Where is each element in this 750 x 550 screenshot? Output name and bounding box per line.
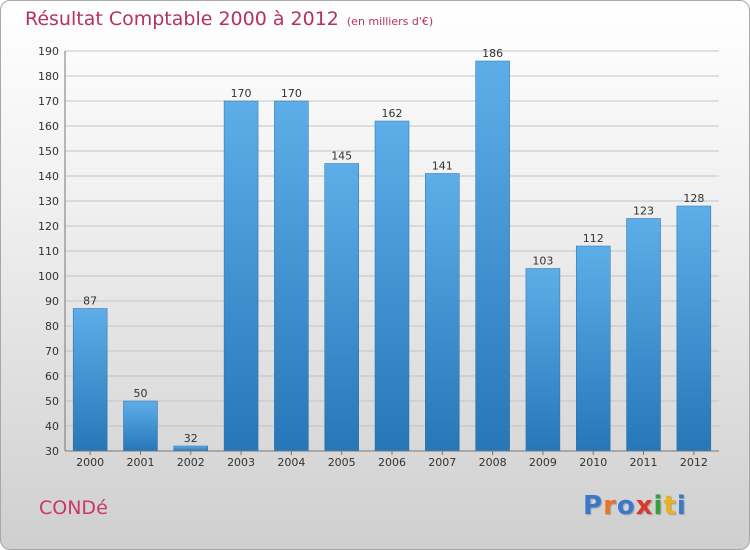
bar-2006[interactable] bbox=[374, 120, 410, 452]
data-label-2009: 103 bbox=[532, 255, 553, 268]
x-tick-label-2012: 2012 bbox=[680, 456, 708, 469]
y-tick-label: 130 bbox=[38, 195, 59, 208]
chart-subtitle: (en milliers d'€) bbox=[346, 15, 434, 28]
x-tick-label-2002: 2002 bbox=[177, 456, 205, 469]
bar-2010[interactable] bbox=[575, 245, 611, 452]
x-tick-label-2008: 2008 bbox=[479, 456, 507, 469]
bars: 87 50 32 170 170 145 162 141 186 103 112 123 128 bbox=[72, 47, 712, 452]
bar-2008[interactable] bbox=[475, 60, 510, 452]
bar-2001[interactable] bbox=[123, 400, 158, 452]
x-tick-label-2011: 2011 bbox=[630, 456, 658, 469]
y-tick-label: 80 bbox=[45, 320, 59, 333]
x-tick-label-2009: 2009 bbox=[529, 456, 557, 469]
x-tick-label-2004: 2004 bbox=[277, 456, 305, 469]
y-tick-label: 90 bbox=[45, 295, 59, 308]
x-tick-label-2010: 2010 bbox=[579, 456, 607, 469]
logo-letter: o bbox=[616, 491, 636, 521]
y-tick-label: 30 bbox=[45, 445, 59, 458]
data-label-2002: 32 bbox=[184, 432, 198, 445]
data-label-2011: 123 bbox=[633, 205, 654, 218]
y-tick-label: 180 bbox=[38, 70, 59, 83]
logo-letter: i bbox=[676, 491, 687, 521]
y-tick-label: 70 bbox=[45, 345, 59, 358]
bar-2007[interactable] bbox=[425, 173, 460, 452]
bar-2005[interactable] bbox=[324, 163, 359, 452]
bar-2002[interactable] bbox=[173, 445, 209, 452]
logo-letter: r bbox=[603, 491, 617, 521]
x-tick-label-2003: 2003 bbox=[227, 456, 255, 469]
y-tick-label: 150 bbox=[38, 145, 59, 158]
data-label-2005: 145 bbox=[331, 150, 352, 163]
logo-letter: i bbox=[653, 491, 664, 521]
y-tick-label: 50 bbox=[45, 395, 59, 408]
y-tick-label: 170 bbox=[38, 95, 59, 108]
y-tick-label: 60 bbox=[45, 370, 59, 383]
y-tick-label: 160 bbox=[38, 120, 59, 133]
y-tick-label: 140 bbox=[38, 170, 59, 183]
bar-2009[interactable] bbox=[525, 268, 561, 452]
y-axis: 30 40 50 60 70 80 90 100 110 120 130 140 150 160 170 18… bbox=[38, 45, 66, 458]
x-axis: 2000 2001 2002 2003 2004 2005 2006 2007 2008 2009… bbox=[65, 450, 719, 469]
y-tick-label: 100 bbox=[38, 270, 59, 283]
y-tick-label: 110 bbox=[38, 245, 59, 258]
y-tick-label: 40 bbox=[45, 420, 59, 433]
bar-2012[interactable] bbox=[676, 205, 712, 452]
data-label-2004: 170 bbox=[281, 87, 302, 100]
x-tick-label-2007: 2007 bbox=[428, 456, 456, 469]
data-label-2006: 162 bbox=[382, 107, 403, 120]
data-label-2008: 186 bbox=[482, 47, 503, 60]
data-label-2007: 141 bbox=[432, 160, 453, 173]
x-tick-label-2006: 2006 bbox=[378, 456, 406, 469]
chart-title: Résultat Comptable 2000 à 2012 (en millie… bbox=[25, 8, 433, 30]
data-label-2000: 87 bbox=[83, 295, 97, 308]
x-tick-label-2000: 2000 bbox=[76, 456, 104, 469]
logo-letter: P bbox=[583, 491, 604, 521]
bar-2000[interactable] bbox=[72, 308, 108, 452]
bar-2004[interactable] bbox=[274, 100, 309, 452]
data-label-2003: 170 bbox=[231, 87, 252, 100]
data-label-2001: 50 bbox=[133, 387, 147, 400]
title-text: Résultat Comptable 2000 à 2012 bbox=[25, 8, 339, 30]
logo-letter: t bbox=[663, 491, 677, 521]
x-tick-label-2005: 2005 bbox=[328, 456, 356, 469]
y-tick-label: 120 bbox=[38, 220, 59, 233]
bar-2003[interactable] bbox=[223, 100, 259, 452]
logo-letter: x bbox=[635, 491, 654, 521]
data-label-2010: 112 bbox=[583, 232, 604, 245]
y-tick-label: 190 bbox=[38, 45, 59, 58]
data-label-2012: 128 bbox=[683, 192, 704, 205]
commune-name: CONDé bbox=[39, 497, 108, 519]
x-tick-label-2001: 2001 bbox=[126, 456, 154, 469]
bar-2011[interactable] bbox=[626, 218, 661, 452]
proxiti-logo[interactable]: Proxiti bbox=[583, 491, 687, 521]
